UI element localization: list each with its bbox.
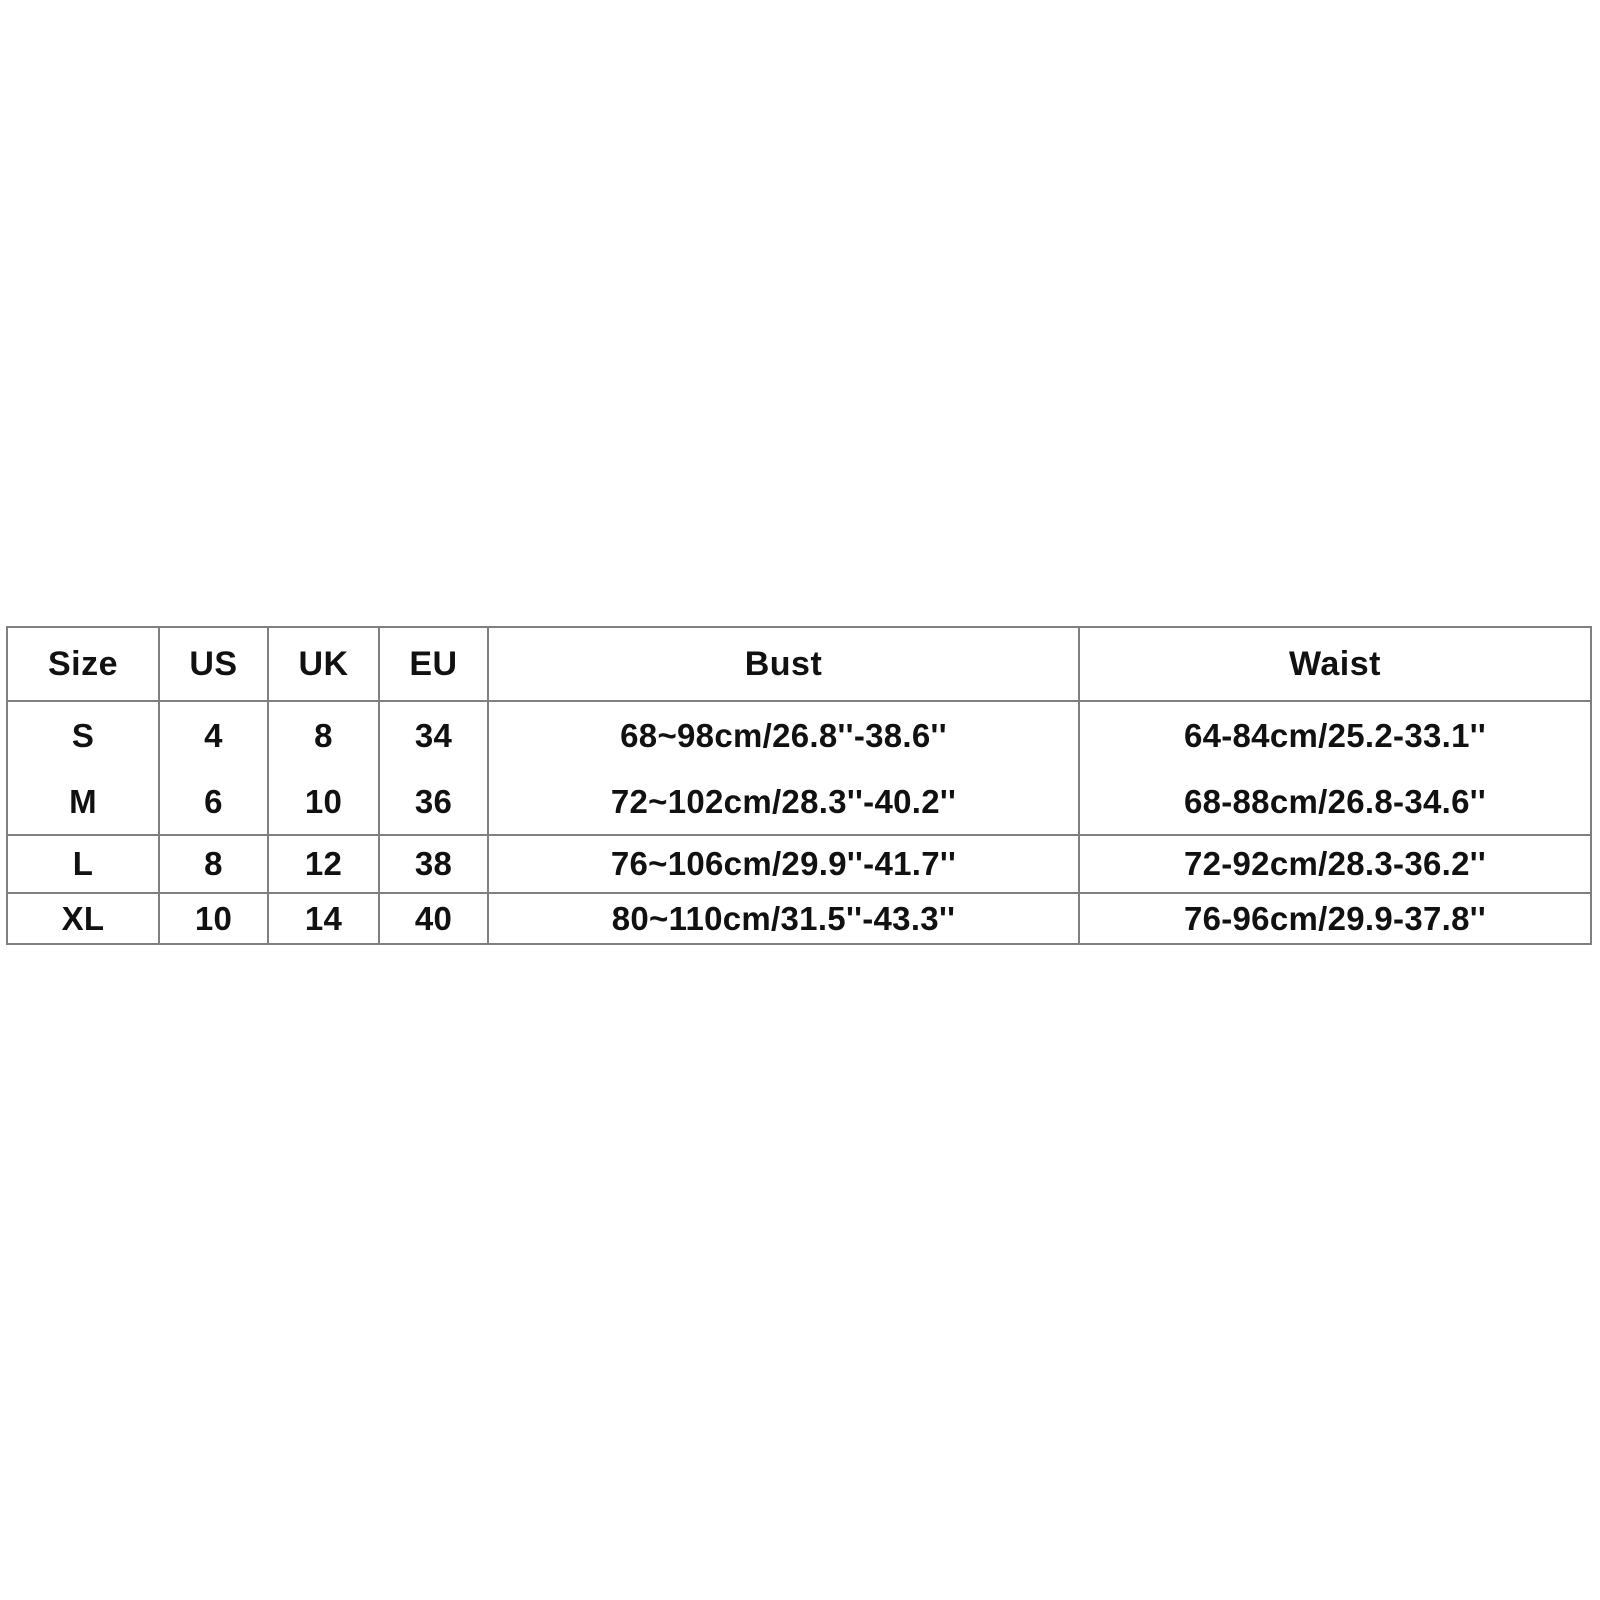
cell-size-l: L — [6, 834, 160, 894]
cell-uk-s: 8 — [314, 716, 333, 754]
cell-eu-m: 36 — [414, 782, 453, 820]
cell-size-s-m: S M — [6, 700, 160, 836]
cell-us-s-m: 4 6 — [158, 700, 269, 836]
cell-us-xl: 10 — [158, 892, 269, 945]
cell-uk-l: 12 — [267, 834, 380, 894]
cell-bust-s-m: 68~98cm/26.8''-38.6'' 72~102cm/28.3''-40… — [487, 700, 1080, 836]
column-header-bust: Bust — [487, 626, 1080, 702]
cell-waist-s: 64-84cm/25.2-33.1'' — [1183, 716, 1487, 754]
cell-eu-s: 34 — [414, 716, 453, 754]
column-header-waist: Waist — [1078, 626, 1592, 702]
cell-uk-m: 10 — [304, 782, 343, 820]
column-header-us: US — [158, 626, 269, 702]
cell-waist-l: 72-92cm/28.3-36.2'' — [1078, 834, 1592, 894]
cell-bust-xl: 80~110cm/31.5''-43.3'' — [487, 892, 1080, 945]
cell-bust-s: 68~98cm/26.8''-38.6'' — [620, 716, 947, 754]
cell-bust-l: 76~106cm/29.9''-41.7'' — [487, 834, 1080, 894]
cell-eu-s-m: 34 36 — [378, 700, 489, 836]
cell-size-s: S — [71, 716, 95, 754]
table-row-l: L 8 12 38 76~106cm/29.9''-41.7'' 72-92cm… — [6, 834, 1592, 894]
cell-us-s: 4 — [204, 716, 223, 754]
cell-waist-xl: 76-96cm/29.9-37.8'' — [1078, 892, 1592, 945]
cell-us-m: 6 — [204, 782, 223, 820]
cell-size-xl: XL — [6, 892, 160, 945]
cell-uk-s-m: 8 10 — [267, 700, 380, 836]
table-header-row: Size US UK EU Bust Waist — [6, 626, 1592, 702]
table-row-xl: XL 10 14 40 80~110cm/31.5''-43.3'' 76-96… — [6, 892, 1592, 945]
cell-uk-xl: 14 — [267, 892, 380, 945]
cell-eu-l: 38 — [378, 834, 489, 894]
column-header-eu: EU — [378, 626, 489, 702]
column-header-uk: UK — [267, 626, 380, 702]
cell-waist-m: 68-88cm/26.8-34.6'' — [1183, 782, 1487, 820]
column-header-size: Size — [6, 626, 160, 702]
size-chart-table: Size US UK EU Bust Waist S M 4 — [6, 626, 1592, 945]
table-row-s-m: S M 4 6 8 10 — [6, 700, 1592, 836]
cell-size-m: M — [69, 782, 97, 820]
cell-waist-s-m: 64-84cm/25.2-33.1'' 68-88cm/26.8-34.6'' — [1078, 700, 1592, 836]
cell-eu-xl: 40 — [378, 892, 489, 945]
cell-bust-m: 72~102cm/28.3''-40.2'' — [610, 782, 957, 820]
cell-us-l: 8 — [158, 834, 269, 894]
